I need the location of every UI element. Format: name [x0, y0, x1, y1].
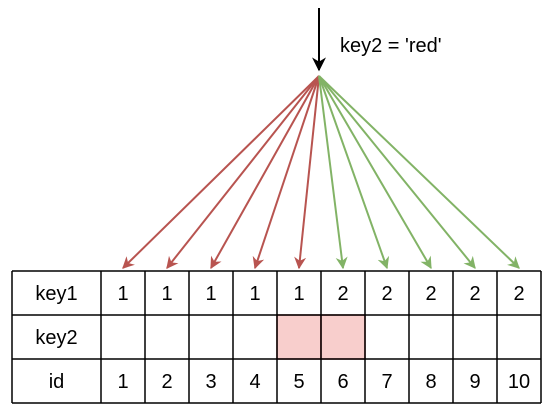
green-scan-arrow — [318, 75, 348, 270]
cell-key1-3: 1 — [205, 283, 216, 305]
cell-id-6: 6 — [337, 371, 348, 393]
cell-id-7: 7 — [381, 371, 392, 393]
cell-key1-5: 1 — [293, 283, 304, 305]
cell-id-4: 4 — [249, 371, 260, 393]
cell-key1-1: 1 — [117, 283, 128, 305]
cell-key1-9: 2 — [469, 283, 480, 305]
cell-id-2: 2 — [161, 371, 172, 393]
cell-key1-10: 2 — [513, 283, 524, 305]
red-scan-arrow — [166, 75, 320, 269]
cell-id-8: 8 — [425, 371, 436, 393]
green-scan-arrow — [318, 75, 390, 270]
cell-id-3: 3 — [205, 371, 216, 393]
cell-id-5: 5 — [293, 371, 304, 393]
row-header-key2: key2 — [35, 327, 77, 349]
cell-id-9: 9 — [469, 371, 480, 393]
red-scan-arrow — [210, 75, 320, 270]
highlighted-cell — [320, 314, 366, 360]
green-scan-arrow — [318, 75, 432, 270]
cell-key1-8: 2 — [425, 283, 436, 305]
cell-key1-4: 1 — [249, 283, 260, 305]
row-header-id: id — [49, 371, 65, 393]
green-scan-arrow — [318, 75, 520, 269]
query-label: key2 = 'red' — [340, 35, 442, 57]
cell-id-10: 10 — [508, 371, 530, 393]
green-scan-arrow — [318, 75, 476, 269]
cell-key1-2: 1 — [161, 283, 172, 305]
red-scan-arrow — [122, 75, 320, 269]
red-scan-arrow — [252, 75, 320, 270]
index-table: key1 1 1 1 1 1 2 2 2 2 2 key2 id 1 2 3 4 5 6 7 8 9 10 — [11, 270, 542, 404]
scan-arrows — [122, 75, 520, 270]
red-scan-arrow — [294, 75, 320, 270]
cell-key1-6: 2 — [337, 283, 348, 305]
row-header-key1: key1 — [35, 283, 77, 305]
cell-key1-7: 2 — [381, 283, 392, 305]
cell-id-1: 1 — [117, 371, 128, 393]
highlighted-cell — [276, 314, 322, 360]
